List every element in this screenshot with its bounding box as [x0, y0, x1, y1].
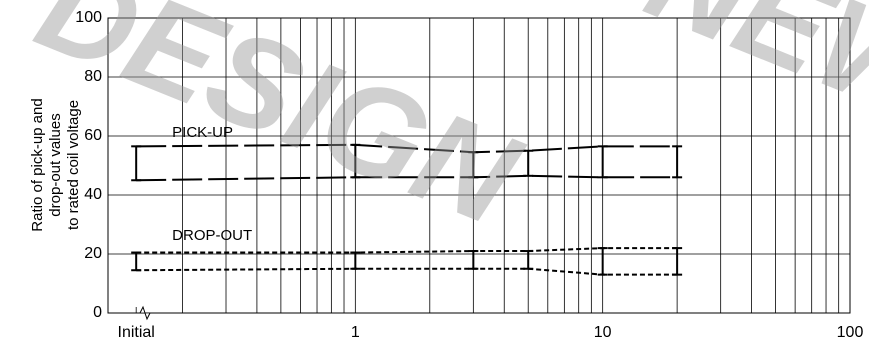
range-bar	[523, 149, 534, 177]
y-axis-label: to rated coil voltage	[65, 100, 82, 230]
watermark: NEW	[630, 0, 869, 153]
range-line	[136, 267, 678, 276]
x-tick-label: 1	[351, 324, 360, 341]
range-bar	[350, 251, 361, 270]
series-label: PICK-UP	[172, 124, 233, 141]
x-tick-label: 100	[837, 324, 864, 341]
range-bar	[131, 145, 142, 182]
range-bar	[468, 250, 479, 270]
range-bar	[597, 247, 608, 276]
x-tick-label: Initial	[118, 324, 155, 341]
y-tick-label: 40	[84, 186, 102, 203]
series-label: DROP-OUT	[172, 227, 252, 244]
range-bar	[672, 145, 683, 179]
range-bar	[468, 151, 479, 179]
y-tick-label: 80	[84, 68, 102, 85]
range-line	[136, 143, 678, 154]
y-tick-label: 0	[93, 304, 102, 321]
y-axis-label: drop-out values	[47, 113, 64, 216]
y-axis-label: Ratio of pick-up and	[29, 98, 46, 231]
range-bar	[597, 145, 608, 179]
x-tick-label: 10	[594, 324, 612, 341]
range-bar	[131, 251, 142, 272]
y-tick-label: 60	[84, 127, 102, 144]
range-bar	[350, 143, 361, 179]
range-bar	[672, 247, 683, 276]
range-bar	[523, 250, 534, 270]
y-tick-label: 100	[75, 9, 102, 26]
y-tick-label: 20	[84, 245, 102, 262]
range-line	[136, 247, 678, 254]
range-line	[136, 174, 678, 182]
